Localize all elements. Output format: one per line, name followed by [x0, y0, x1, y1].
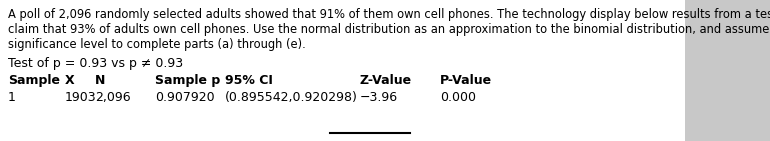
- Text: Sample p: Sample p: [155, 74, 220, 87]
- Text: 1903: 1903: [65, 91, 96, 104]
- Bar: [685, 0, 770, 141]
- Text: 2,096: 2,096: [95, 91, 131, 104]
- Text: Sample: Sample: [8, 74, 60, 87]
- Text: significance level to complete parts (a) through (e).: significance level to complete parts (a)…: [8, 38, 306, 51]
- Text: 95% CI: 95% CI: [225, 74, 273, 87]
- Text: P-Value: P-Value: [440, 74, 492, 87]
- Text: 0.000: 0.000: [440, 91, 476, 104]
- Text: A poll of 2,096 randomly selected adults showed that 91% of them own cell phones: A poll of 2,096 randomly selected adults…: [8, 8, 770, 21]
- Text: 0.907920: 0.907920: [155, 91, 215, 104]
- Text: 1: 1: [8, 91, 16, 104]
- Text: −3.96: −3.96: [360, 91, 398, 104]
- Text: (0.895542,0.920298): (0.895542,0.920298): [225, 91, 358, 104]
- Text: X: X: [65, 74, 75, 87]
- Text: N: N: [95, 74, 105, 87]
- Text: Z-Value: Z-Value: [360, 74, 412, 87]
- Text: claim that 93% of adults own cell phones. Use the normal distribution as an appr: claim that 93% of adults own cell phones…: [8, 23, 770, 36]
- Text: Test of p = 0.93 vs p ≠ 0.93: Test of p = 0.93 vs p ≠ 0.93: [8, 57, 183, 70]
